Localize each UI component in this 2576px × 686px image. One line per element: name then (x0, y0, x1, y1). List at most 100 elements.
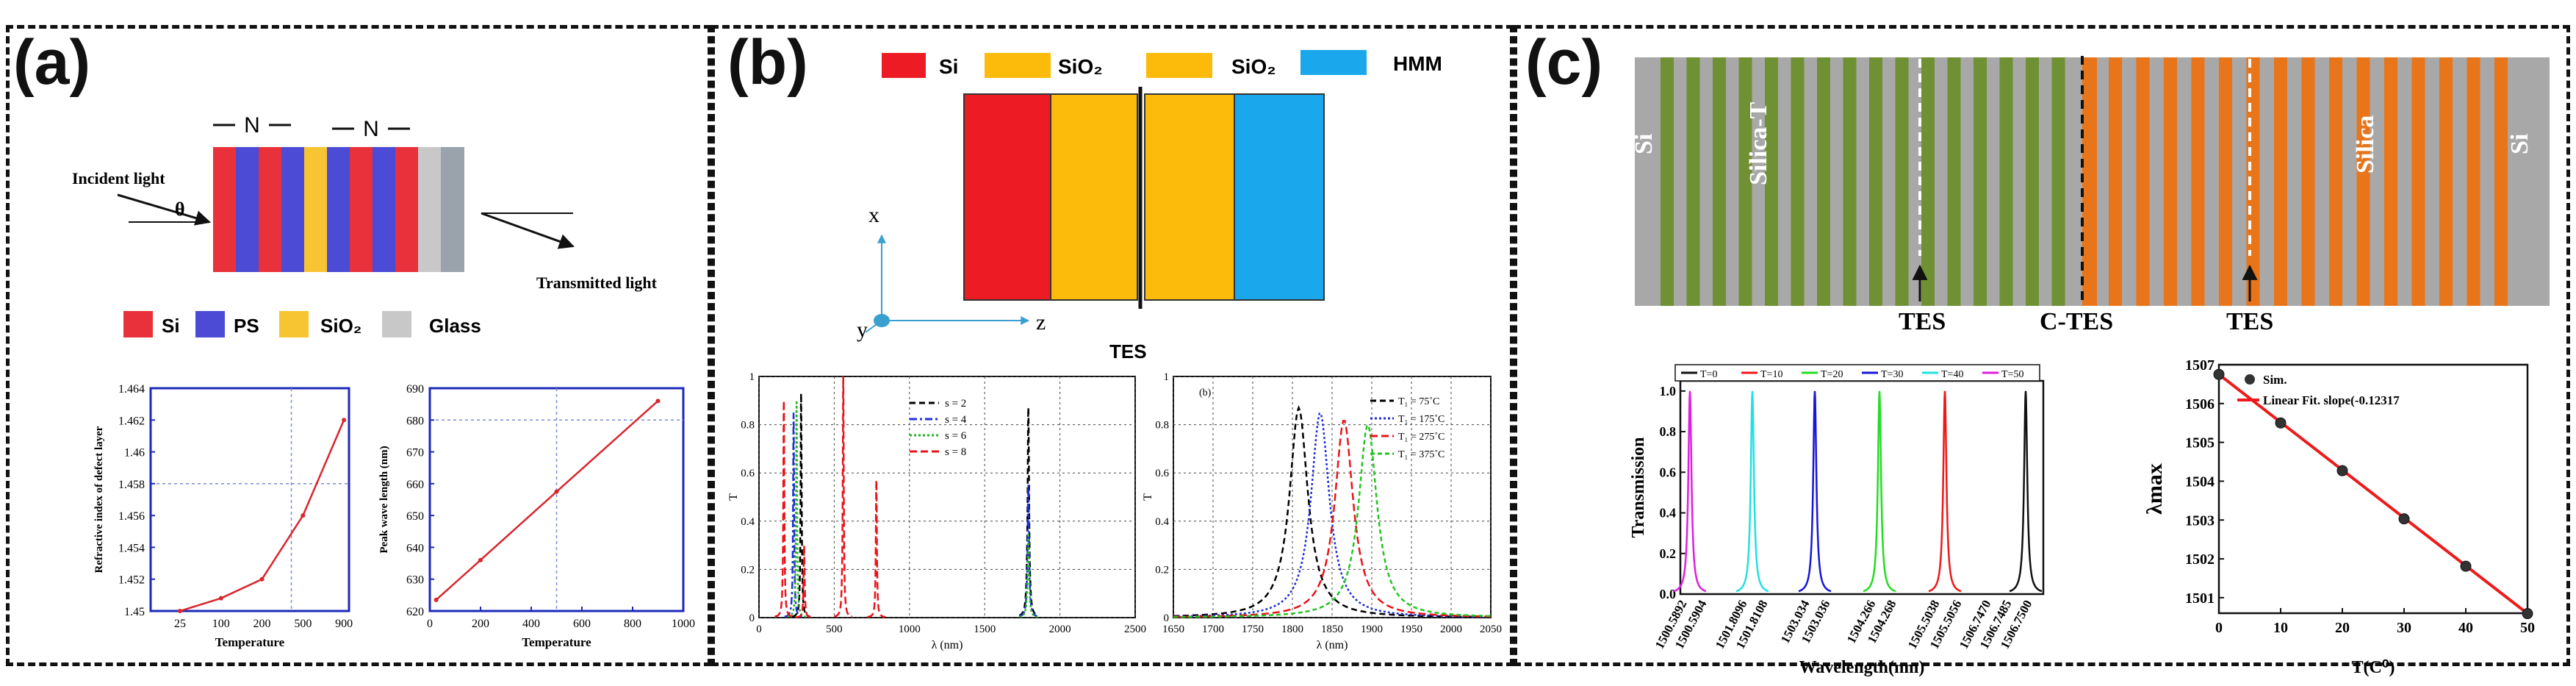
legend-b-hmm-label: HMM (1393, 52, 1442, 75)
data-point (2460, 560, 2472, 572)
x-tick-label: 900 (335, 618, 353, 630)
series-peak (1018, 485, 1038, 618)
legend-si-swatch (123, 311, 153, 337)
series-peak (1735, 390, 1769, 593)
y-tick-label: 0.2 (1660, 546, 1677, 561)
silica-t-stripe (1738, 57, 1752, 306)
silica-t-stripe (1661, 57, 1674, 306)
x-tick-label: 200 (472, 618, 489, 630)
panel-c-schematic: TES C-TES TES Si Silica-T Silica Si (1630, 56, 2550, 335)
y-tick-label: 650 (406, 510, 424, 523)
legend-label: T₁ = 175˚C (1398, 414, 1444, 425)
x-tick-label: 1000 (672, 618, 695, 630)
silica-t-stripe (1869, 57, 1882, 306)
panel-b-frame (711, 25, 1514, 666)
x-tick-label: 500 (826, 624, 843, 635)
silica-stripe (2191, 57, 2205, 306)
origin-dot (874, 314, 890, 327)
y-tick-label: 620 (406, 606, 424, 618)
y-tick-label: 1.0 (1660, 384, 1677, 399)
series-peak (1798, 390, 1832, 593)
silica-t-stripe (1895, 57, 1909, 306)
series-line (179, 419, 345, 612)
series-peak (1928, 390, 1962, 593)
fit-line (2217, 373, 2529, 615)
silica-t-stripe (1686, 57, 1700, 306)
data-point (2522, 608, 2533, 620)
axis-x-label: x (868, 203, 879, 227)
data-point (218, 596, 223, 601)
data-point (433, 597, 439, 602)
silica-t-stripe (1765, 57, 1778, 306)
x-tick-label: 100 (212, 618, 230, 630)
silica-stripe (2467, 57, 2480, 306)
y-tick-label: 660 (406, 479, 424, 491)
y-axis-label: T (727, 493, 740, 501)
y-tick-label: 1.452 (118, 574, 145, 587)
silica-t-label: Silica-T (1745, 101, 1772, 185)
silica-stripe (2164, 57, 2177, 306)
incident-light-label: Incident light (72, 169, 165, 187)
legend-b-sio2-label-2: SiO₂ (1231, 55, 1276, 78)
silica-stripe (2439, 57, 2453, 306)
legend-glass-swatch (382, 311, 411, 337)
x-tick-label: 10 (2273, 620, 2288, 636)
series-peak (794, 545, 814, 618)
legend-label: T=10 (1760, 369, 1782, 380)
data-point (301, 513, 306, 518)
data-point (554, 489, 559, 494)
silica-stripe (2494, 57, 2508, 306)
x-tick-label: 0 (427, 618, 433, 630)
silica-stripe (2219, 57, 2232, 306)
panel-c-frame (1514, 25, 2570, 666)
panel-a-label: (a) (13, 27, 91, 98)
y-tick-label: 0.4 (741, 516, 755, 528)
legend-b-hmm-swatch (1300, 50, 1367, 75)
series-line (435, 400, 659, 601)
silica-stripe (2384, 57, 2397, 306)
y-tick-label: 0 (749, 612, 755, 624)
incident-arrow (117, 193, 212, 226)
stack-layer (441, 147, 464, 272)
series-peak (1018, 407, 1038, 617)
x-tick-label: 2500 (1124, 624, 1146, 635)
legend-b-si-label: Si (939, 55, 958, 78)
legend-ps-swatch (195, 311, 225, 337)
legend-b-sio2-swatch-1 (985, 53, 1051, 78)
series-peak (774, 400, 794, 618)
y-tick-label: 0.8 (1155, 420, 1169, 432)
plot-frame (149, 387, 350, 612)
data-point (342, 418, 347, 423)
y-tick-label: 1505 (2185, 435, 2215, 451)
silica-stripe (2082, 57, 2097, 306)
legend-label: T=30 (1881, 369, 1903, 380)
x-tick-label: 1500 (974, 624, 996, 635)
x-tick-label: 500 (294, 618, 312, 630)
legend-sio2-label: SiO₂ (320, 315, 361, 337)
x-axis-label: Temperature (522, 635, 591, 649)
y-tick-label: 1.456 (118, 510, 145, 523)
y-tick-label: 0.6 (741, 468, 755, 479)
y-tick-label: 1501 (2185, 590, 2215, 607)
x-tick-label: 1900 (1361, 624, 1383, 635)
data-point (259, 576, 265, 582)
x-tick-label: 1700 (1202, 624, 1224, 635)
panel-a-schematic: N N Incident light θ Transmitted light S… (72, 113, 658, 337)
silica-t-stripe (2051, 57, 2065, 306)
y-tick-label: 0.4 (1155, 516, 1169, 528)
y-tick-label: 1507 (2185, 357, 2215, 374)
legend-box (1674, 364, 2040, 382)
chart-peak-wavelength: 620 630 640 650 660 670 680 690 0 200 400 600 800 100… (378, 383, 695, 649)
y-tick-label: 640 (406, 542, 424, 554)
layer-si (963, 93, 1051, 301)
legend-label: T=0 (1700, 369, 1717, 380)
y-tick-label: 1506 (2185, 396, 2215, 412)
y-tick-label: 1.454 (118, 542, 145, 554)
y-tick-label: 1504 (2185, 474, 2215, 490)
silica-t-stripe (1713, 57, 1726, 306)
chart-refractive-index: 1.45 1.452 1.454 1.456 1.458 1.46 1.462 1.464 25… (93, 383, 353, 649)
x-tick-label: 2000 (1049, 624, 1071, 635)
inner-panel-label: (b) (1199, 387, 1212, 399)
transmitted-light-label: Transmitted light (536, 274, 658, 292)
